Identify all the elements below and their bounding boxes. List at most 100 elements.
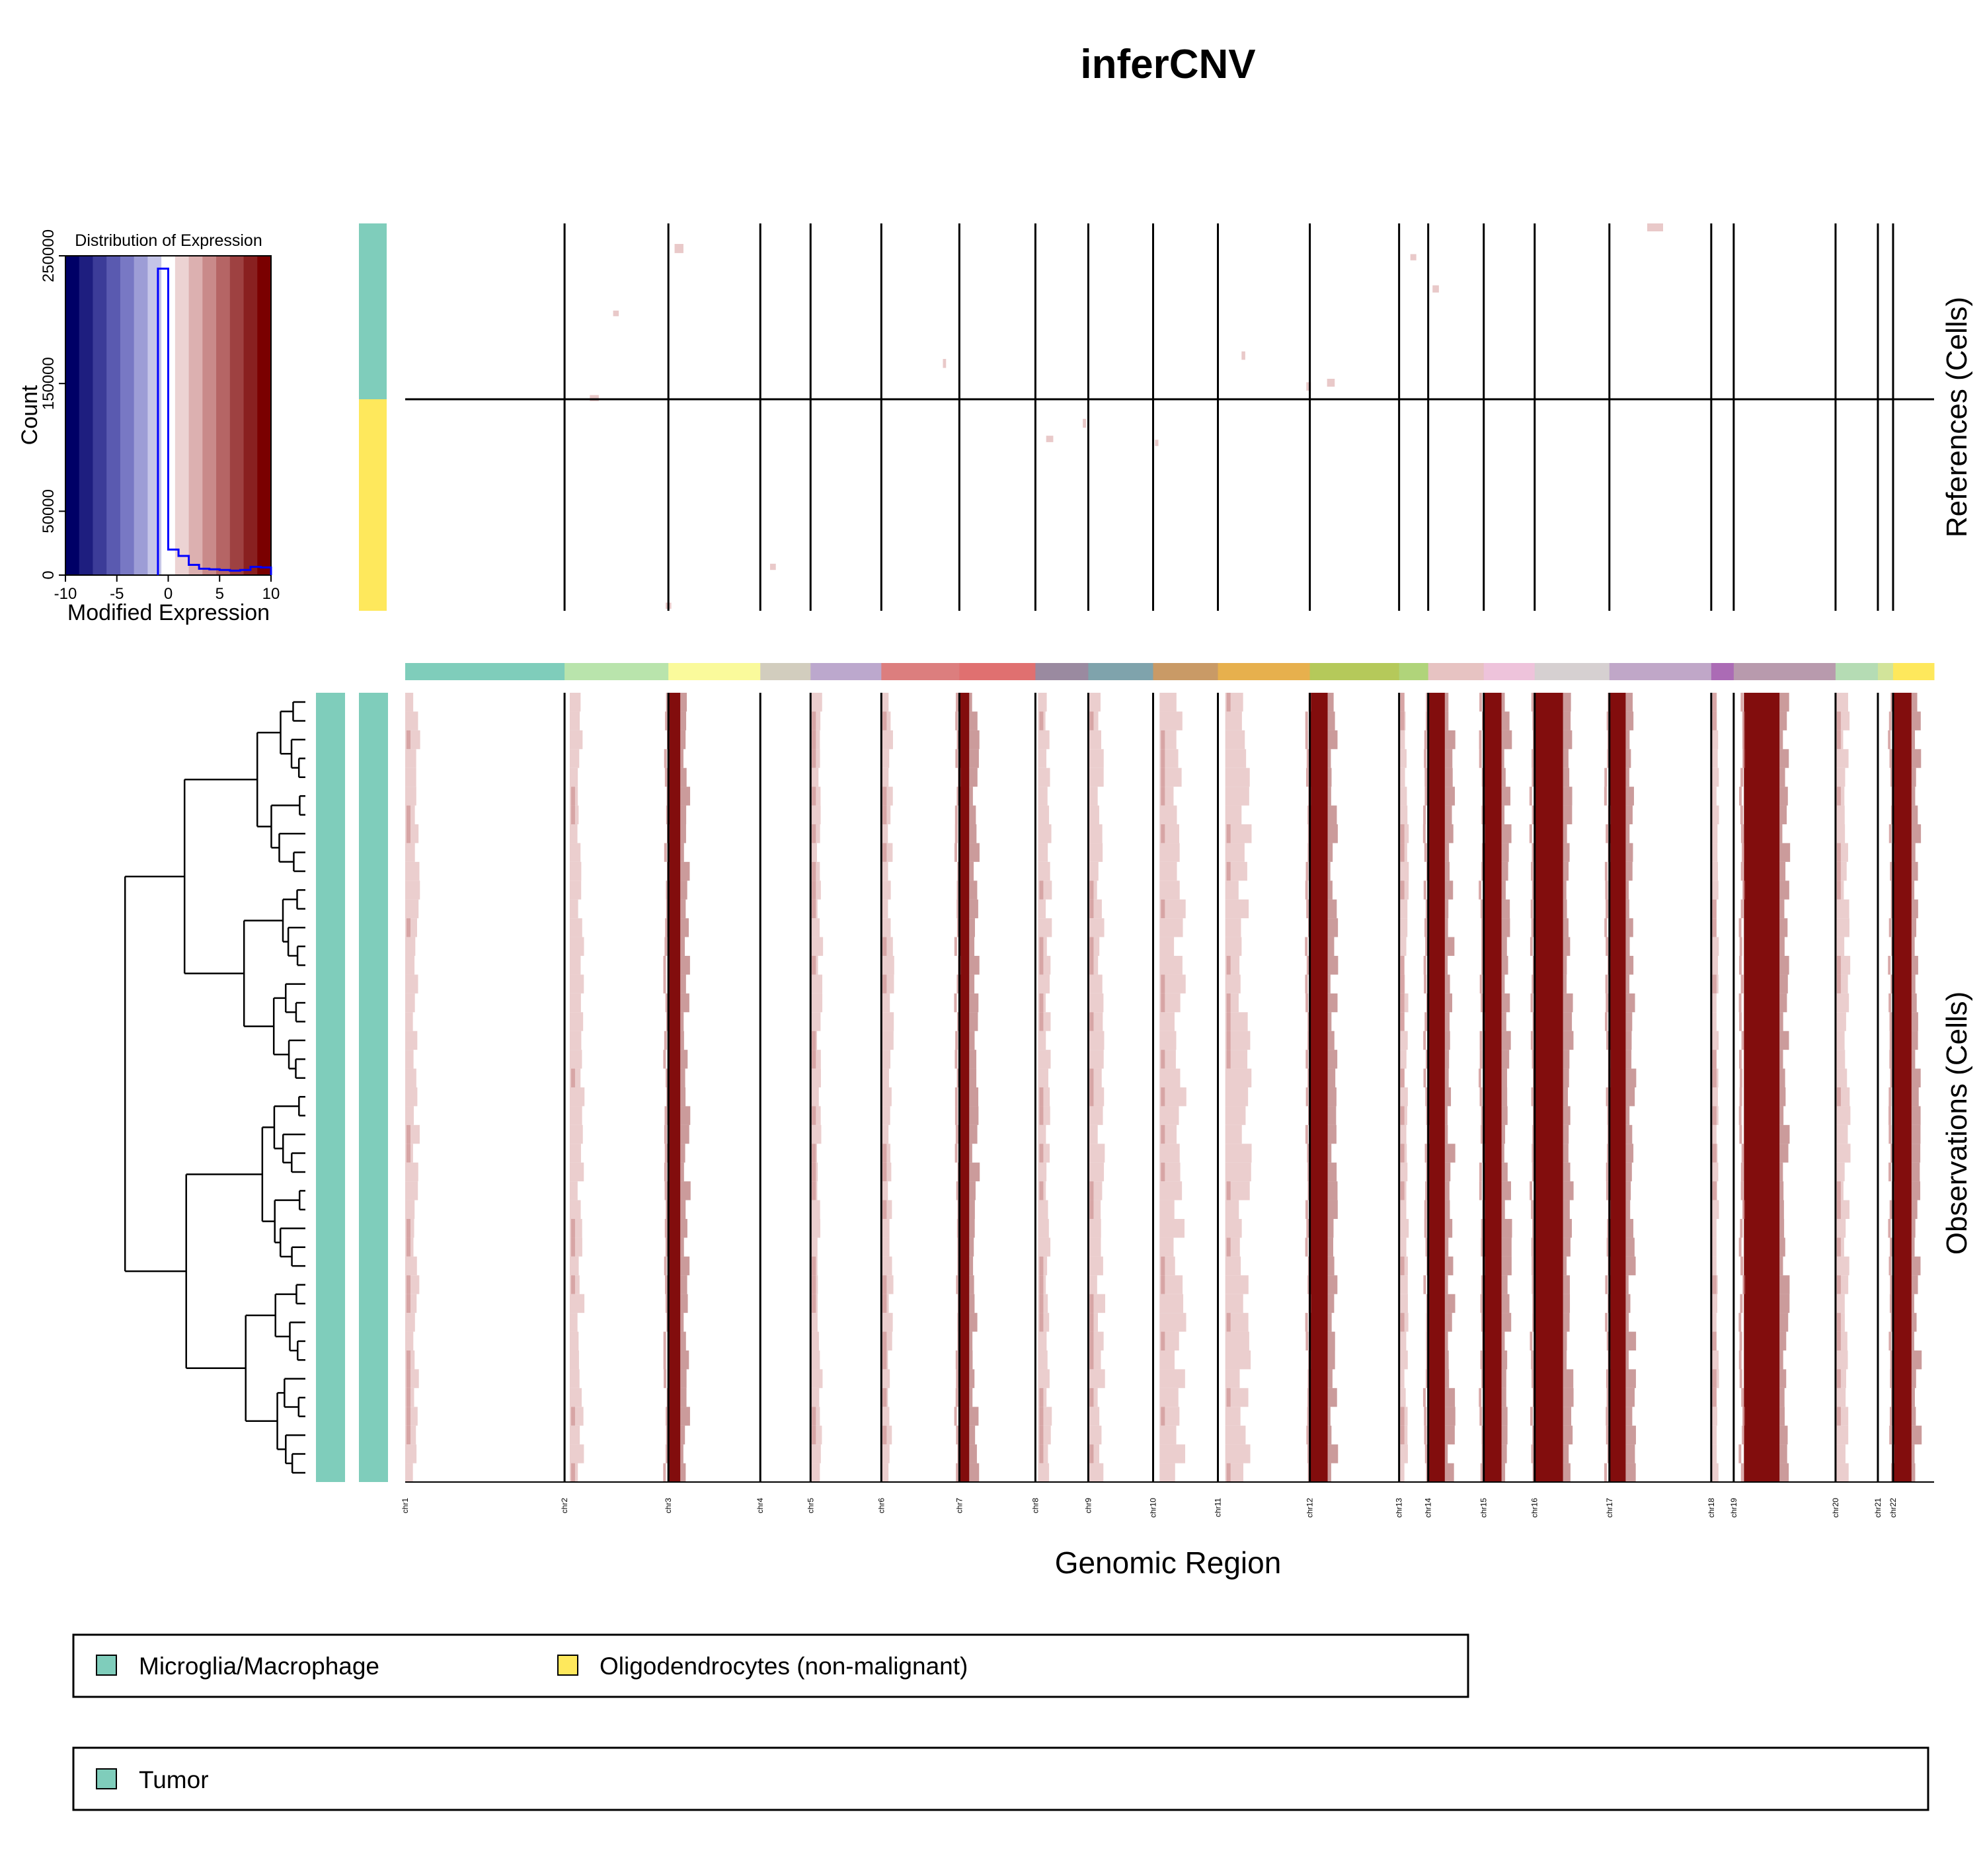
obs-gain-chr12 <box>1309 693 1328 1482</box>
obs-gain-fringe <box>1888 1256 1892 1276</box>
obs-gain-fringe <box>680 937 685 956</box>
obs-gain-fringe <box>1444 1144 1456 1163</box>
obs-gain-fringe <box>680 1106 691 1125</box>
obs-gain-fringe <box>1479 730 1482 750</box>
obs-gain-fringe <box>1890 1350 1893 1370</box>
obs-gain-fringe <box>665 1237 668 1257</box>
obs-gain-fringe <box>1911 956 1918 975</box>
obs-gain-fringe <box>1604 1463 1607 1482</box>
obs-weak-gain-core <box>882 1275 887 1294</box>
obs-gain-fringe <box>1501 1106 1508 1125</box>
obs-gain-fringe <box>1890 1237 1893 1257</box>
obs-gain-fringe <box>1779 1256 1783 1276</box>
obs-gain-fringe <box>1327 805 1337 824</box>
obs-gain-fringe <box>1740 693 1744 712</box>
obs-gain-fringe <box>1911 1256 1921 1276</box>
obs-gain-fringe <box>969 1369 975 1388</box>
obs-weak-gain <box>405 956 415 975</box>
obs-gain-fringe <box>1625 1068 1637 1087</box>
obs-weak-gain <box>405 1181 418 1200</box>
obs-weak-gain <box>1159 1106 1179 1125</box>
color-key-cell <box>202 256 217 575</box>
obs-weak-gain-core <box>1836 974 1841 994</box>
obs-gain-fringe <box>680 1275 687 1294</box>
obs-gain-fringe <box>1478 1068 1481 1087</box>
obs-weak-gain <box>1159 918 1183 937</box>
obs-gain-fringe <box>1327 1256 1335 1276</box>
obs-weak-gain-core <box>1089 1294 1094 1313</box>
obs-weak-gain <box>1159 956 1183 975</box>
obs-weak-gain <box>1225 1275 1249 1294</box>
obs-weak-gain <box>1159 1068 1181 1087</box>
obs-weak-gain <box>1159 1350 1175 1370</box>
obs-gain-fringe <box>1625 1144 1634 1163</box>
obs-weak-gain <box>569 749 580 768</box>
obs-gain-fringe <box>955 711 958 730</box>
obs-gain-fringe <box>680 1407 690 1426</box>
obs-weak-gain <box>1038 1369 1050 1388</box>
obs-gain-fringe <box>955 1124 958 1144</box>
obs-gain-fringe <box>1606 937 1609 956</box>
obs-gain-fringe <box>1531 1087 1534 1107</box>
obs-weak-gain-core <box>1712 1106 1717 1125</box>
obs-gain-fringe <box>1625 1407 1633 1426</box>
obs-weak-gain <box>1038 1463 1050 1482</box>
obs-weak-gain <box>569 1294 585 1313</box>
obs-gain-fringe <box>663 1050 666 1069</box>
obs-gain-fringe <box>1327 956 1339 975</box>
obs-gain-fringe <box>1563 1331 1567 1350</box>
obs-gain-fringe <box>680 1144 685 1163</box>
obs-gain-fringe <box>1739 1124 1742 1144</box>
obs-gain-fringe <box>1911 1407 1916 1426</box>
obs-weak-gain-core <box>1161 993 1165 1013</box>
obs-gain-fringe <box>1625 1124 1633 1144</box>
obs-weak-gain-core <box>1039 880 1044 900</box>
obs-weak-gain-core <box>1712 693 1717 712</box>
ref-cell-signal <box>1306 382 1311 391</box>
obs-gain-fringe <box>1625 1219 1634 1238</box>
obs-gain-fringe <box>1605 1012 1608 1031</box>
obs-gain-fringe <box>1479 1181 1482 1200</box>
chromosome-bar-chr16 <box>1534 663 1610 680</box>
obs-gain-fringe <box>1890 974 1894 994</box>
obs-weak-gain <box>1399 861 1409 881</box>
obs-gain-fringe <box>1501 899 1510 919</box>
obs-weak-gain <box>810 993 823 1013</box>
obs-gain-fringe <box>969 1294 975 1313</box>
obs-weak-gain <box>1088 730 1101 750</box>
obs-weak-gain <box>1225 1087 1249 1107</box>
obs-gain-fringe <box>1501 1031 1511 1050</box>
obs-weak-gain <box>405 1162 418 1182</box>
obs-gain-fringe <box>1625 1050 1632 1069</box>
histogram-x-tick-label: -5 <box>110 585 124 603</box>
obs-weak-gain-core <box>1400 693 1405 712</box>
obs-weak-gain <box>881 730 893 750</box>
obs-weak-gain <box>810 1387 820 1407</box>
x-axis-label: Genomic Region <box>1055 1545 1282 1580</box>
obs-weak-gain <box>810 1200 820 1219</box>
obs-gain-fringe <box>1423 1275 1426 1294</box>
obs-gain-fringe <box>1625 937 1630 956</box>
obs-gain-fringe <box>1911 767 1916 787</box>
obs-weak-gain-core <box>1039 1313 1044 1332</box>
obs-gain-fringe <box>1911 1124 1921 1144</box>
obs-gain-fringe <box>1327 1407 1331 1426</box>
obs-gain-fringe <box>1425 899 1428 919</box>
obs-gain-fringe <box>1779 1313 1789 1332</box>
obs-gain-fringe <box>1481 918 1484 937</box>
obs-gain-fringe <box>1327 824 1338 843</box>
obs-gain-fringe <box>1911 918 1917 937</box>
obs-gain-fringe <box>1327 1181 1338 1200</box>
obs-weak-gain <box>1399 1124 1407 1144</box>
obs-weak-gain-core <box>812 1050 816 1069</box>
chromosome-bar-chr5 <box>810 663 882 680</box>
obs-gain-fringe <box>1501 767 1506 787</box>
obs-weak-gain <box>1038 767 1050 787</box>
obs-weak-gain <box>881 861 888 881</box>
obs-weak-gain <box>569 1425 580 1445</box>
obs-gain-fringe <box>1305 993 1309 1013</box>
obs-weak-gain-core <box>812 1425 816 1445</box>
obs-weak-gain-core <box>1226 1463 1231 1482</box>
obs-weak-gain <box>881 918 891 937</box>
obs-weak-gain <box>1835 1068 1847 1087</box>
